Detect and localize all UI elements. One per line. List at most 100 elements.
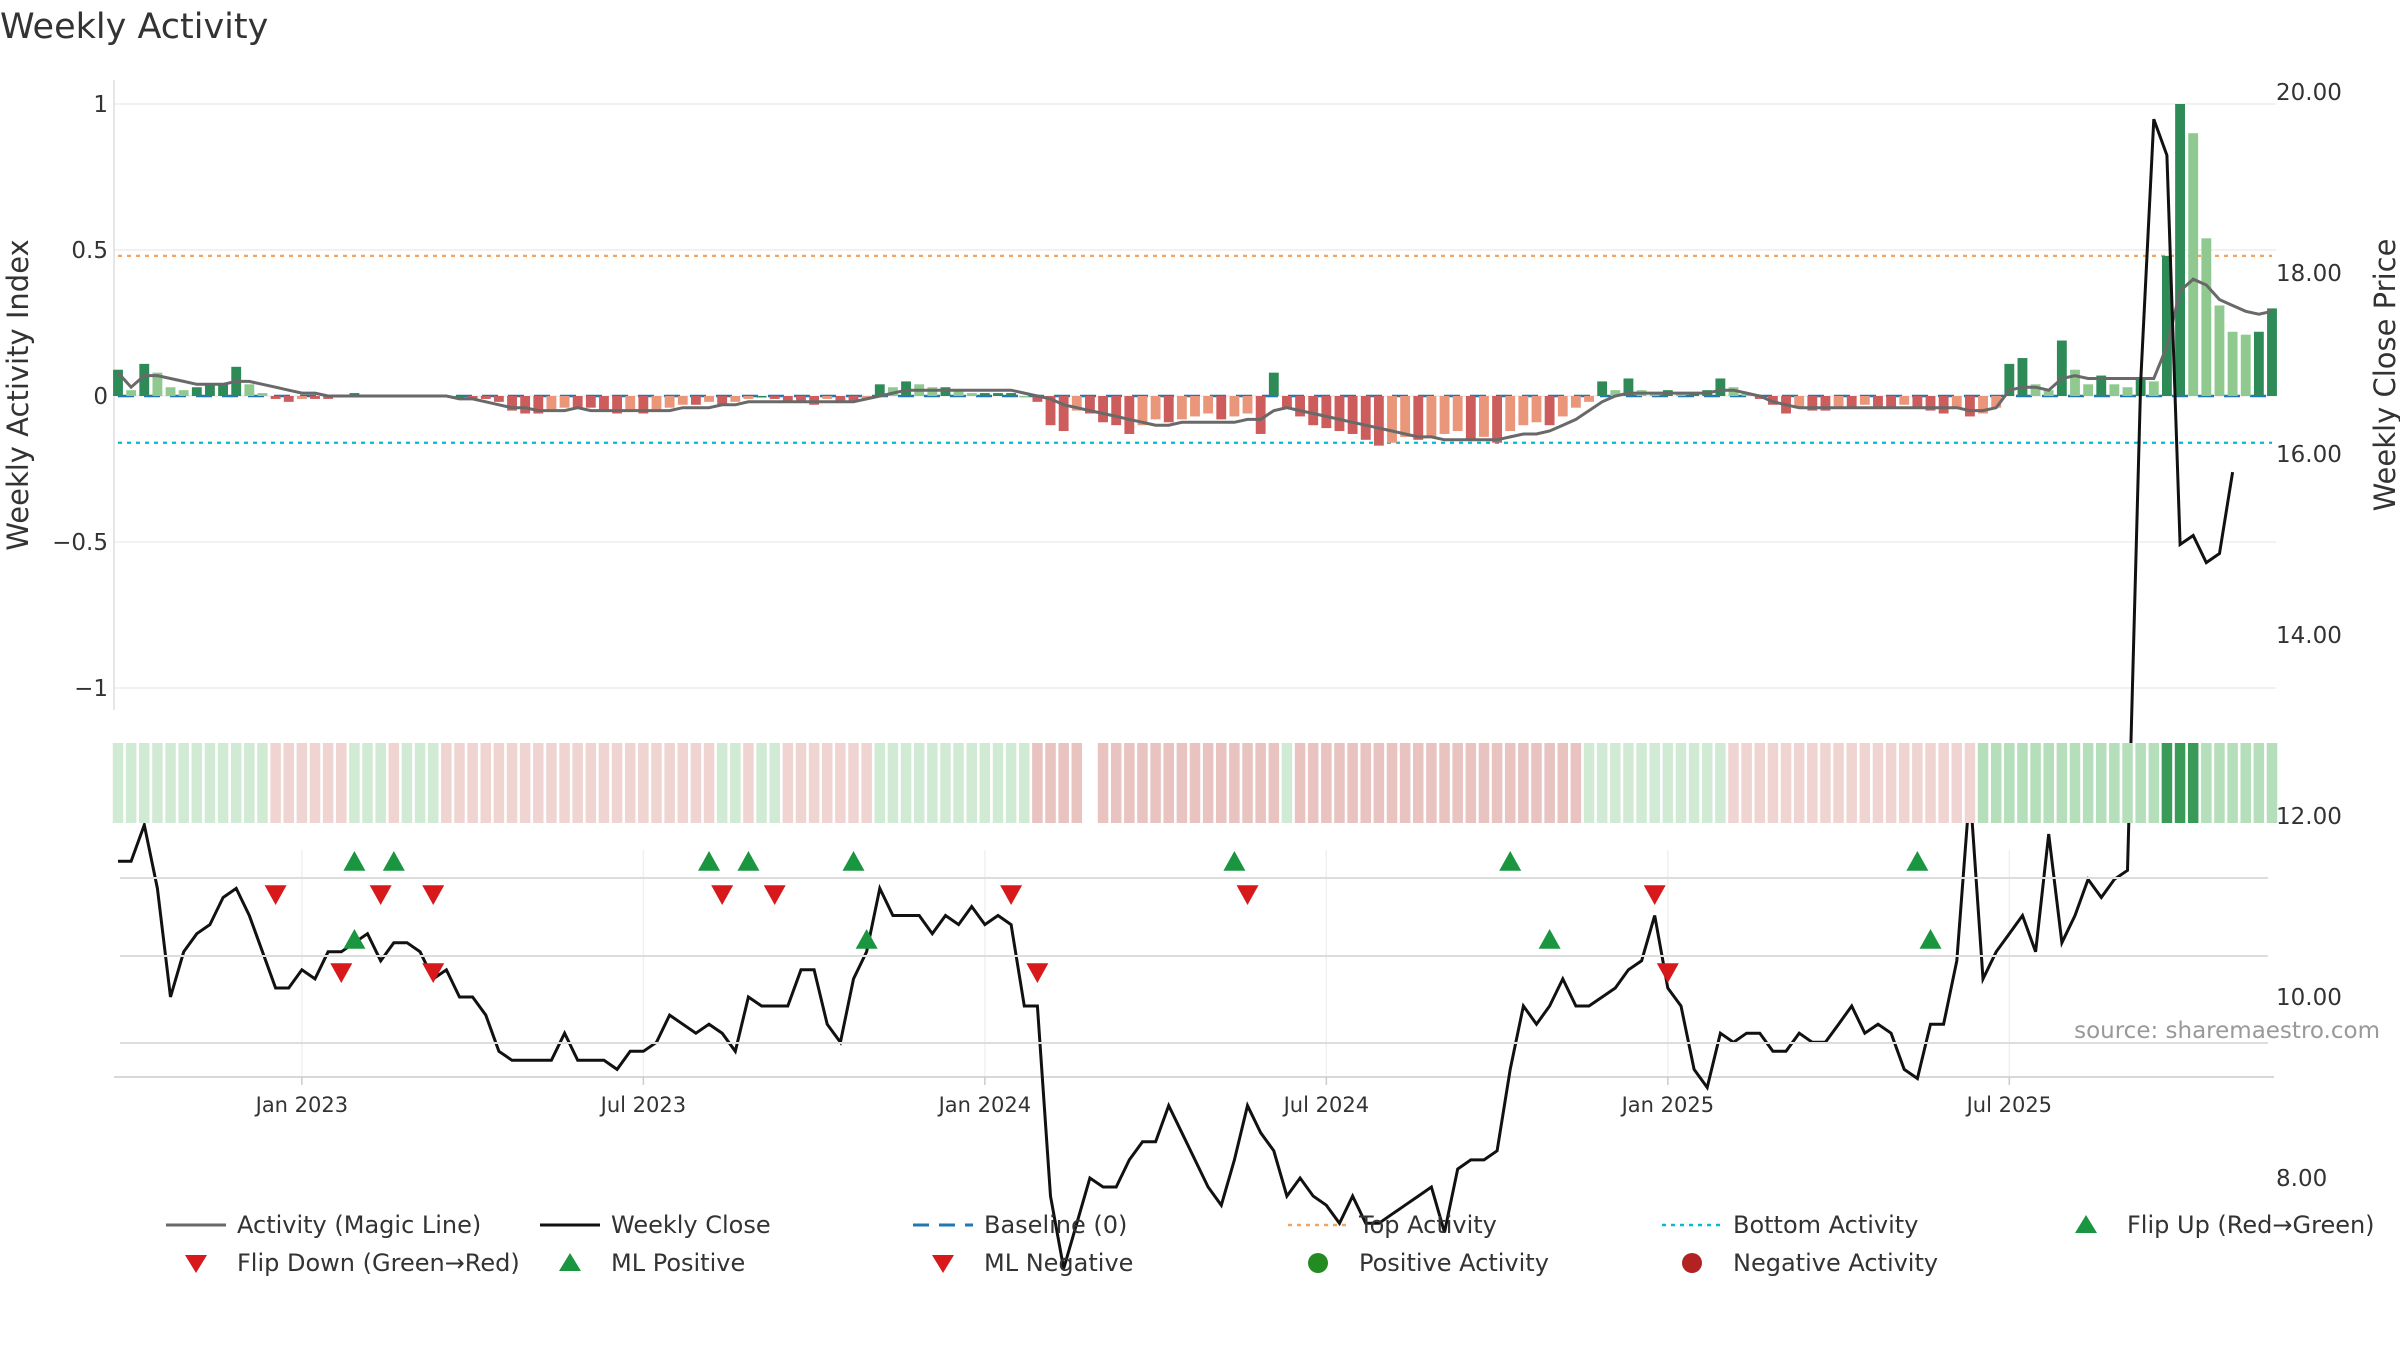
activity-bar xyxy=(1163,396,1174,423)
activity-bar xyxy=(454,396,465,398)
heat-cell xyxy=(769,743,780,823)
heat-cell xyxy=(1518,743,1529,823)
heat-cell xyxy=(1675,743,1687,823)
heat-cell xyxy=(2004,743,2015,823)
activity-bar xyxy=(1347,396,1358,434)
heat-cell xyxy=(1229,743,1240,823)
legend-label: Bottom Activity xyxy=(1733,1211,1918,1239)
heat-cell xyxy=(152,743,163,823)
heat-cell xyxy=(1780,743,1792,823)
heat-cell xyxy=(2266,743,2278,823)
activity-bar xyxy=(2175,104,2185,396)
date-tick-label: Jul 2025 xyxy=(1965,1093,2052,1117)
activity-bar xyxy=(1413,396,1424,440)
heat-cell xyxy=(375,743,386,823)
heat-cell xyxy=(2082,743,2094,823)
activity-bar xyxy=(1518,396,1529,426)
activity-bar xyxy=(1610,390,1621,396)
right-tick-label: 8.00 xyxy=(2276,1166,2327,1192)
left-tick-label: −0.5 xyxy=(52,530,108,556)
ml-positive-marker xyxy=(855,929,878,949)
heat-cell xyxy=(2201,743,2212,823)
activity-bar xyxy=(625,396,636,411)
heat-cell xyxy=(1859,743,1871,823)
activity-bar xyxy=(1387,396,1397,443)
legend-item: Bottom Activity xyxy=(1662,1211,1918,1239)
flip-down-marker xyxy=(1643,885,1666,905)
activity-bar xyxy=(664,396,675,408)
heat-cell xyxy=(257,743,268,823)
activity-bar xyxy=(296,396,307,399)
heat-cell xyxy=(927,743,938,823)
flip-up-marker xyxy=(698,851,721,871)
activity-bar xyxy=(533,396,544,414)
red-down-triangle-icon xyxy=(932,1255,954,1273)
heat-cell xyxy=(1491,743,1503,823)
activity-bar xyxy=(782,396,793,402)
heat-cell xyxy=(900,743,912,823)
activity-bar xyxy=(2122,387,2133,396)
heat-cell xyxy=(283,743,294,823)
heat-cell xyxy=(519,743,531,823)
heat-cell xyxy=(1321,743,1332,823)
heat-cell xyxy=(1268,743,1280,823)
heat-cell xyxy=(336,743,347,823)
activity-bar xyxy=(2017,358,2028,396)
activity-bar xyxy=(2109,384,2120,396)
activity-bar xyxy=(1124,396,1135,434)
heat-cell xyxy=(1793,743,1805,823)
activity-bar xyxy=(953,390,964,396)
heat-cell xyxy=(598,743,610,823)
flip-down-marker xyxy=(711,885,734,905)
heat-cell xyxy=(1833,743,1844,823)
activity-bar xyxy=(1623,378,1634,396)
legend-item: ML Negative xyxy=(932,1249,1133,1277)
activity-bar xyxy=(1794,396,1805,408)
heat-cell xyxy=(1202,743,1214,823)
heat-cell xyxy=(506,743,518,823)
source-label: source: sharemaestro.com xyxy=(2074,1018,2380,1044)
legend-item: Flip Down (Green→Red) xyxy=(185,1249,520,1277)
left-tick-label: 0.5 xyxy=(71,238,108,264)
activity-bar xyxy=(966,393,977,396)
activity-bar xyxy=(1899,396,1910,405)
heat-cell xyxy=(1045,743,1056,823)
activity-bar xyxy=(270,396,281,399)
heat-cell xyxy=(178,743,189,823)
activity-bar xyxy=(1505,396,1516,432)
activity-bar xyxy=(638,396,649,414)
ml-negative-marker xyxy=(1656,963,1679,983)
heat-cell xyxy=(1938,743,1949,823)
activity-bar xyxy=(1570,396,1581,408)
heat-cell xyxy=(887,743,899,823)
grid xyxy=(113,80,2276,1080)
heat-cell xyxy=(1688,743,1700,823)
right-axis-title: Weekly Close Price xyxy=(2368,239,2400,512)
heat-cell xyxy=(1399,743,1411,823)
right-tick-label: 20.00 xyxy=(2276,80,2342,106)
activity-bar xyxy=(1255,396,1266,434)
activity-bar xyxy=(2056,340,2067,396)
activity-bar xyxy=(2162,255,2172,396)
heat-cell xyxy=(2017,743,2028,823)
right-tick-label: 12.00 xyxy=(2276,804,2342,830)
activity-bar xyxy=(1111,396,1122,426)
flip-markers xyxy=(120,851,2268,1044)
heat-cell xyxy=(1110,743,1122,823)
activity-bar xyxy=(2188,133,2199,396)
activity-bar xyxy=(651,396,662,411)
heat-cell xyxy=(2214,743,2225,823)
activity-bar xyxy=(191,387,202,396)
legend-label: Activity (Magic Line) xyxy=(237,1211,481,1239)
activity-bar xyxy=(2004,363,2015,396)
heat-cell xyxy=(414,743,426,823)
activity-bar xyxy=(507,396,517,411)
flip-down-marker xyxy=(369,885,392,905)
activity-bar xyxy=(2214,305,2225,396)
heat-cell xyxy=(139,743,150,823)
heat-cell xyxy=(1439,743,1450,823)
heat-cell xyxy=(1596,743,1608,823)
activity-bar xyxy=(1492,396,1503,443)
heat-cell xyxy=(2096,743,2107,823)
weekly-close-line xyxy=(118,118,2235,1269)
